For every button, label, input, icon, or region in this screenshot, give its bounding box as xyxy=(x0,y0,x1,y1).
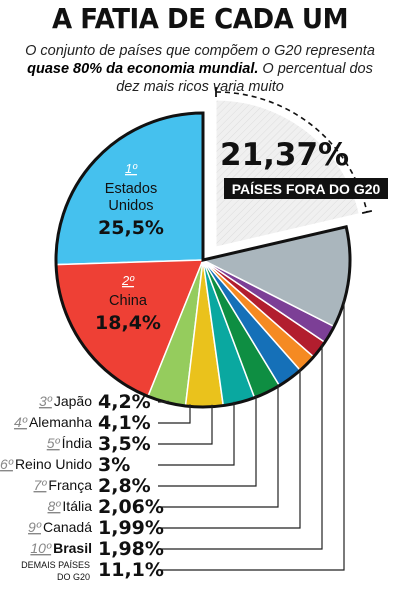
subtitle-intro: O conjunto de países que compõem o G20 r… xyxy=(25,43,375,59)
value-label: 4,2% xyxy=(98,391,151,413)
leader-line-11 xyxy=(158,299,345,571)
slice-outside-g20 xyxy=(215,99,360,248)
ranking-list: 3º Japão 4,2%4º Alemanha 4,1%5º Índia 3,5%6º Re… xyxy=(0,391,164,582)
leader-line-9 xyxy=(158,368,301,529)
list-row-7: 7º França 2,8% xyxy=(34,475,151,497)
country-name: Reino Unido xyxy=(15,456,92,472)
outside-label-box xyxy=(224,178,388,199)
subtitle-highlight: quase 80% da economia mundial. xyxy=(27,61,259,77)
rank-label: 7º xyxy=(34,477,48,493)
value-label: 1,98% xyxy=(98,538,164,560)
value-label: 2,8% xyxy=(98,475,151,497)
svg-text:1º: 1º xyxy=(125,161,138,176)
list-row-5: 5º Índia 3,5% xyxy=(47,433,151,455)
rank-label: 3º xyxy=(39,393,53,409)
leader-line-5 xyxy=(158,404,213,445)
svg-text:25,5%: 25,5% xyxy=(98,217,164,239)
inlabel-2: 2º China 18,4% xyxy=(95,273,161,334)
value-label: 11,1% xyxy=(98,559,164,581)
country-name: DEMAIS PAÍSES xyxy=(21,560,90,570)
subtitle: O conjunto de países que compõem o G20 r… xyxy=(18,42,382,96)
outside-dashed-arc xyxy=(215,91,368,213)
svg-text:China: China xyxy=(109,293,148,309)
country-name: Japão xyxy=(54,393,92,409)
rank-label: 6º xyxy=(0,456,14,472)
leader-line-10 xyxy=(158,344,323,550)
leader-line-7 xyxy=(158,395,257,487)
outside-label: PAÍSES FORA DO G20 xyxy=(232,181,381,197)
list-row-11: DEMAIS PAÍSES DO G20 11,1% xyxy=(21,559,164,582)
country-name: Índia xyxy=(62,435,93,451)
value-label: 3% xyxy=(98,454,130,476)
country-name: Brasil xyxy=(53,540,92,556)
rank-label: 9º xyxy=(28,519,42,535)
leader-line-4 xyxy=(158,404,191,424)
list-row-6: 6º Reino Unido 3% xyxy=(0,454,130,476)
svg-text:Unidos: Unidos xyxy=(108,198,153,214)
svg-text:2º: 2º xyxy=(121,273,135,288)
rank-label: 4º xyxy=(14,414,28,430)
g20-outline xyxy=(54,111,352,409)
list-row-9: 9º Canadá 1,99% xyxy=(28,517,164,539)
svg-text:Estados: Estados xyxy=(105,181,157,197)
list-row-10: 10º Brasil 1,98% xyxy=(30,538,164,560)
rank-label: 8º xyxy=(48,498,62,514)
leader-line-8 xyxy=(158,384,279,508)
country-name: França xyxy=(48,477,92,493)
value-label: 3,5% xyxy=(98,433,151,455)
list-row-8: 8º Itália 2,06% xyxy=(48,496,164,518)
subtitle-outro: O percentual dos dez mais ricos varia mu… xyxy=(116,61,373,95)
rank-label: 5º xyxy=(47,435,61,451)
list-row-3: 3º Japão 4,2% xyxy=(39,391,151,413)
outside-arc-tick xyxy=(361,209,373,214)
leader-line-3 xyxy=(158,400,169,403)
leader-lines xyxy=(158,299,345,571)
country-name: Itália xyxy=(62,498,92,514)
value-label: 4,1% xyxy=(98,412,151,434)
outside-g20-slice: 21,37% PAÍSES FORA DO G20 xyxy=(215,87,388,248)
page-title: A FATIA DE CADA UM xyxy=(51,2,349,35)
svg-text:18,4%: 18,4% xyxy=(95,312,161,334)
leader-line-6 xyxy=(158,401,235,466)
outside-value: 21,37% xyxy=(220,137,349,173)
value-label: 2,06% xyxy=(98,496,164,518)
list-row-4: 4º Alemanha 4,1% xyxy=(14,412,151,434)
rank-label: 10º xyxy=(30,540,52,556)
country-name: Alemanha xyxy=(29,414,92,430)
value-label: 1,99% xyxy=(98,517,164,539)
pie-slices xyxy=(54,111,352,409)
country-name: Canadá xyxy=(43,519,92,535)
country-name-2: DO G20 xyxy=(57,572,90,582)
